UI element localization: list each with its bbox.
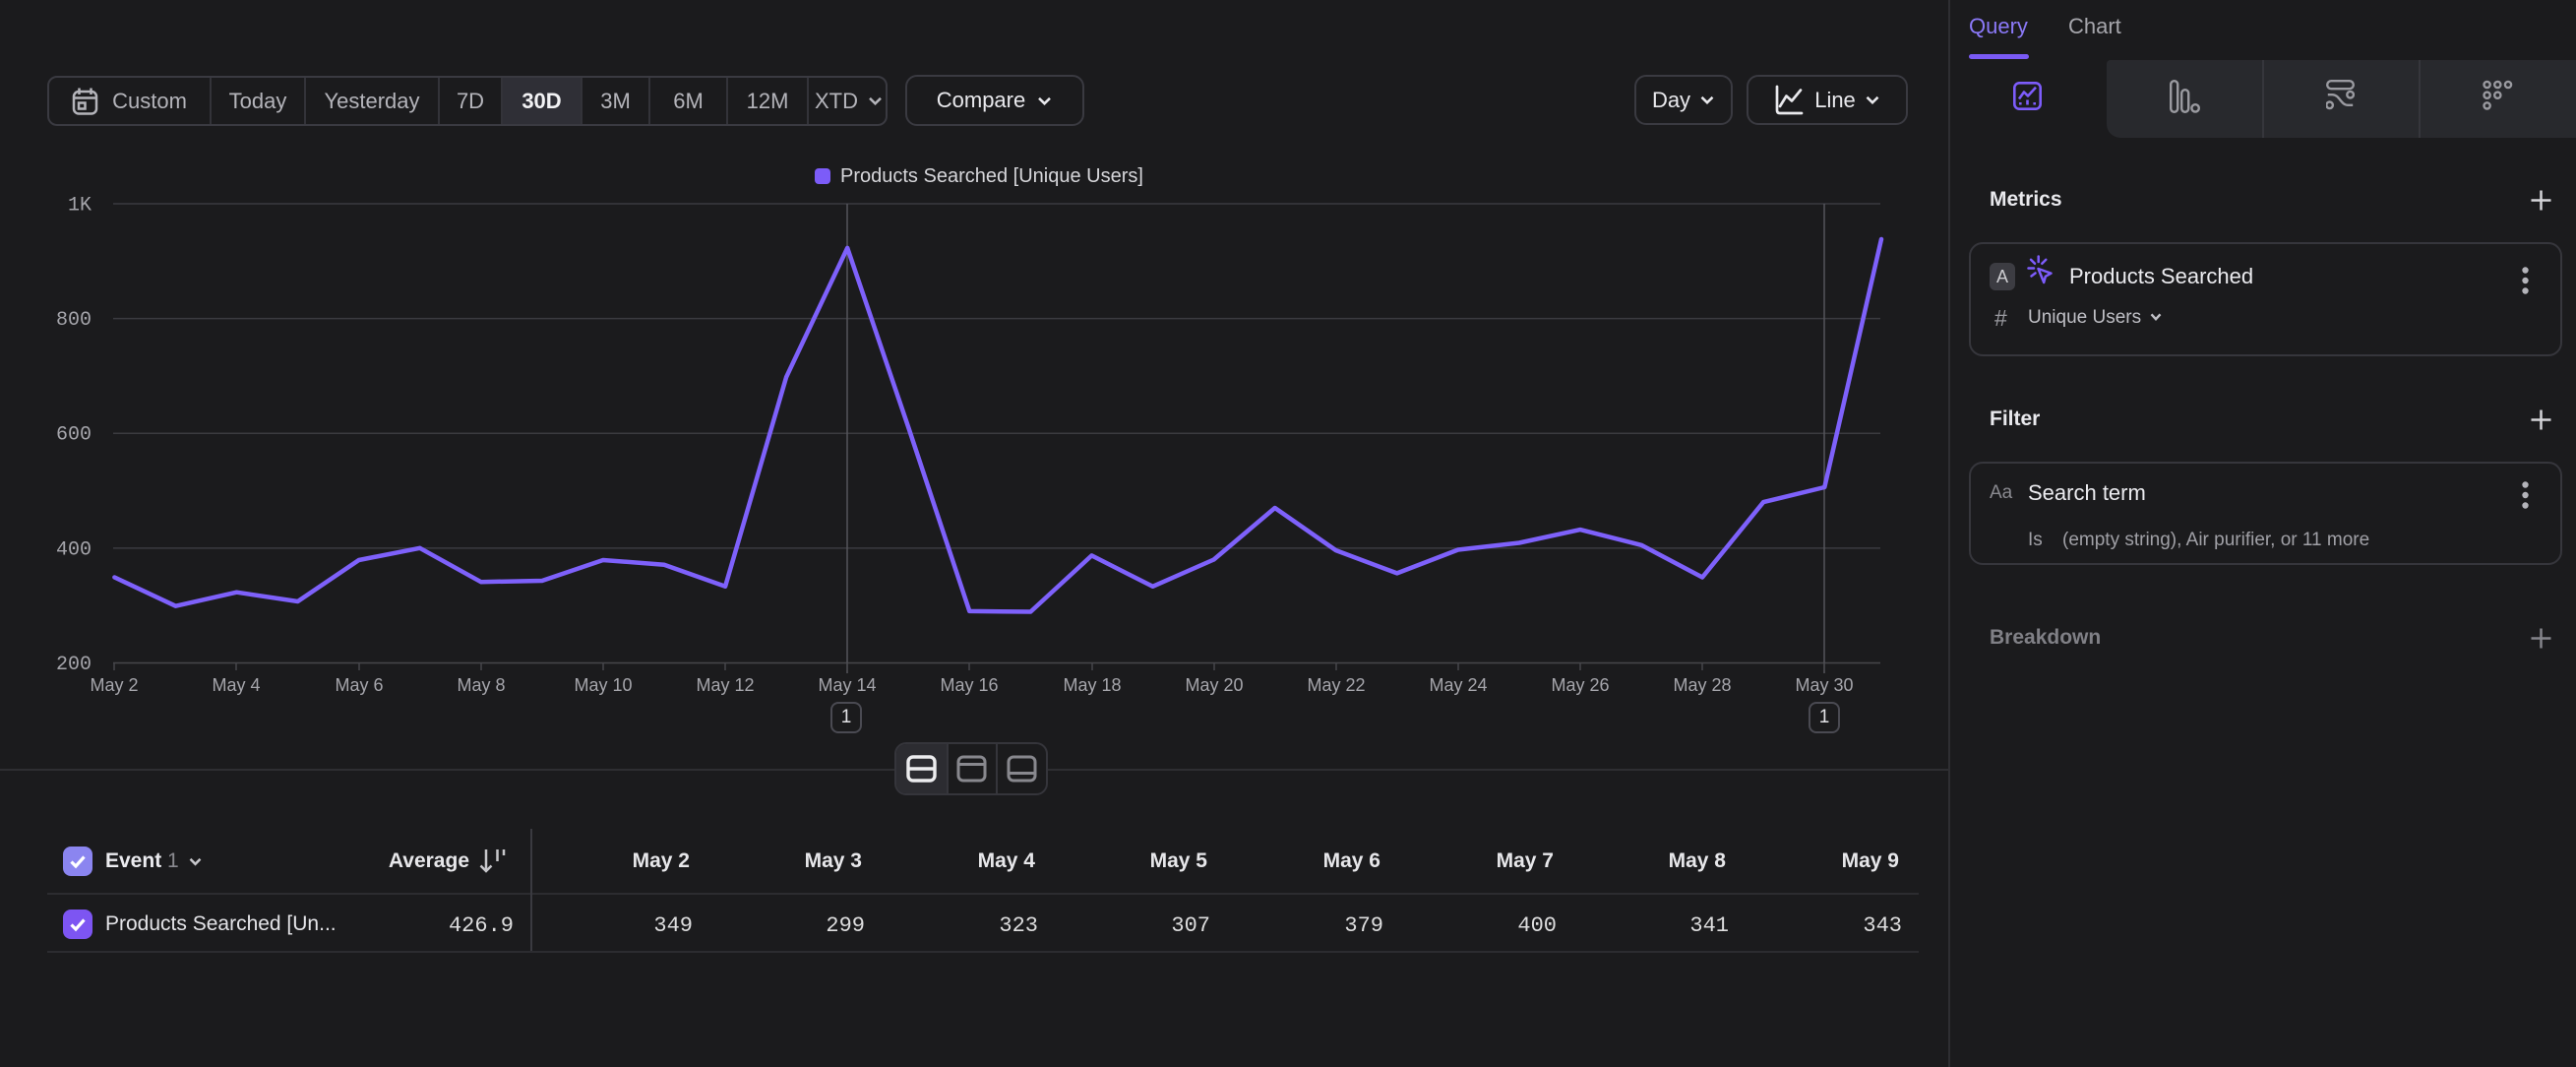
svg-text:May 18: May 18 — [1063, 675, 1121, 695]
svg-text:600: 600 — [56, 424, 92, 447]
svg-text:May 24: May 24 — [1429, 675, 1487, 695]
svg-text:400: 400 — [56, 538, 92, 561]
svg-text:May 26: May 26 — [1551, 675, 1609, 695]
svg-text:May 10: May 10 — [574, 675, 632, 695]
svg-text:1K: 1K — [68, 195, 92, 218]
svg-text:May 4: May 4 — [212, 675, 260, 695]
svg-text:May 14: May 14 — [818, 675, 876, 695]
svg-text:May 2: May 2 — [90, 675, 138, 695]
svg-text:May 8: May 8 — [457, 675, 505, 695]
svg-text:May 20: May 20 — [1185, 675, 1243, 695]
svg-text:May 12: May 12 — [696, 675, 754, 695]
svg-text:200: 200 — [56, 654, 92, 676]
svg-text:May 6: May 6 — [335, 675, 383, 695]
svg-text:May 16: May 16 — [940, 675, 998, 695]
svg-text:May 30: May 30 — [1795, 675, 1853, 695]
svg-text:800: 800 — [56, 309, 92, 332]
svg-text:May 28: May 28 — [1673, 675, 1731, 695]
svg-text:May 22: May 22 — [1307, 675, 1365, 695]
